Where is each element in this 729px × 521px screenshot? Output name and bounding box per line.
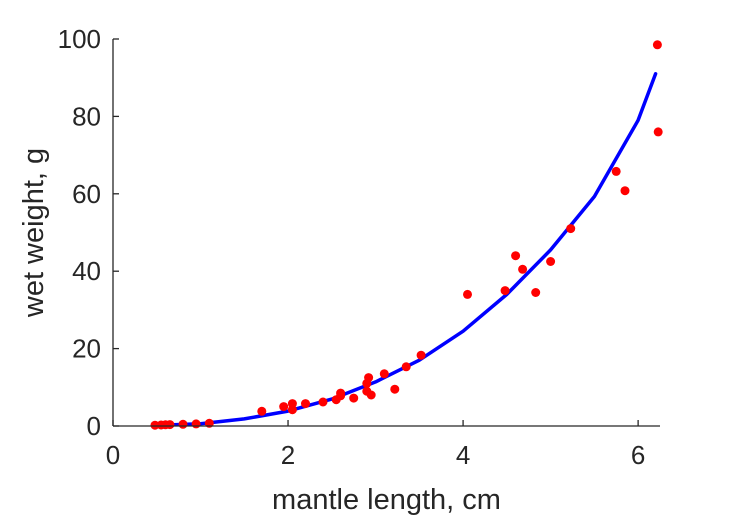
y-tick-label: 80 [72, 101, 101, 131]
data-point [178, 419, 188, 429]
data-point [652, 40, 662, 50]
data-point [463, 289, 472, 299]
x-tick-label: 0 [106, 440, 120, 470]
data-point [546, 257, 556, 266]
axes [112, 39, 660, 427]
data-point [531, 288, 541, 297]
x-tick-label: 6 [631, 440, 645, 470]
data-point [416, 350, 426, 360]
fit-curve [155, 72, 658, 428]
data-point [191, 419, 201, 429]
data-point [379, 369, 389, 379]
y-tick-label: 60 [72, 179, 101, 209]
data-point [566, 224, 576, 234]
data-point [518, 264, 528, 274]
plot-area [150, 40, 663, 430]
y-tick-label: 40 [72, 256, 101, 286]
data-point [390, 384, 400, 394]
data-point [279, 402, 289, 412]
data-point [364, 373, 374, 383]
y-tick-label: 100 [58, 24, 101, 54]
data-point [500, 286, 510, 296]
data-point [366, 390, 376, 400]
x-ticks: 0 2 4 6 [106, 420, 645, 470]
data-point [301, 399, 310, 409]
y-tick-label: 0 [87, 411, 101, 441]
data-point [287, 399, 297, 409]
y-axis-title: wet weight, g [18, 148, 50, 318]
data-point [653, 127, 663, 137]
data-point [611, 166, 621, 176]
data-point [336, 388, 346, 398]
y-ticks: 0 20 40 60 80 100 [58, 24, 119, 441]
x-axis-title: mantle length, cm [272, 484, 501, 516]
data-point [349, 393, 359, 403]
data-point [511, 251, 521, 261]
data-point [318, 397, 328, 407]
data-point [620, 186, 630, 196]
x-tick-label: 4 [456, 440, 470, 470]
y-tick-label: 20 [72, 334, 101, 364]
data-point [401, 362, 411, 372]
data-point [165, 420, 175, 430]
x-tick-label: 2 [281, 440, 295, 470]
data-point [257, 406, 267, 416]
